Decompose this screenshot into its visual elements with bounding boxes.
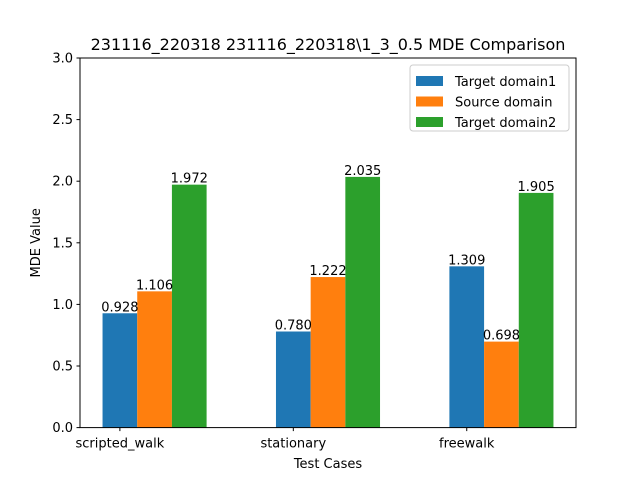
bars-layer	[102, 176, 554, 428]
bar-freewalk-series-1	[484, 341, 519, 428]
bar-stationary-series-0	[275, 331, 311, 428]
bar-freewalk-series-2	[518, 192, 554, 428]
bar-value-label: 1.309	[448, 253, 485, 268]
bar-scripted_walk-series-1	[137, 291, 172, 428]
y-axis-label: MDE Value	[29, 208, 44, 277]
x-tick-label: freewalk	[439, 437, 495, 452]
chart-title: 231116_220318 231116_220318\1_3_0.5 MDE …	[91, 35, 566, 55]
legend: Target domain1 Source domain Target domain…	[409, 64, 570, 132]
y-tick-label: 1.5	[52, 236, 73, 251]
bar-value-label: 0.780	[275, 319, 312, 334]
y-tick-label: 0.5	[52, 360, 73, 375]
x-axis-label: Test Cases	[293, 457, 363, 472]
bar-value-label: 0.698	[483, 329, 520, 344]
y-tick-label: 2.0	[52, 175, 73, 190]
x-tick-label: stationary	[260, 437, 326, 452]
bar-value-label: 1.972	[171, 172, 208, 187]
legend-box	[409, 64, 570, 132]
y-tick-label: 2.5	[52, 113, 73, 128]
bar-stationary-series-1	[310, 277, 346, 428]
legend-swatch	[416, 76, 443, 86]
bar-value-label: 0.928	[101, 300, 138, 315]
bar-value-label: 2.035	[344, 164, 381, 179]
legend-label: Target domain1	[454, 75, 556, 90]
bar-scripted_walk-series-2	[171, 184, 207, 428]
legend-label: Target domain2	[454, 116, 556, 131]
y-tick-label: 1.0	[52, 298, 73, 313]
bar-value-label: 1.222	[309, 264, 346, 279]
bar-scripted_walk-series-0	[102, 313, 138, 428]
y-axis: 0.0 0.5 1.0 1.5 2.0 2.5 3.0	[52, 52, 80, 436]
x-tick-label: scripted_walk	[76, 437, 165, 452]
bar-stationary-series-2	[345, 176, 381, 428]
bar-labels-layer: 0.928 0.780 1.309 1.106 1.222 0.698 1.972 2.035…	[101, 164, 554, 344]
bar-value-label: 1.106	[136, 278, 173, 293]
x-axis: scripted_walk stationary freewalk	[76, 427, 495, 452]
y-tick-label: 0.0	[52, 421, 73, 436]
bar-value-label: 1.905	[518, 180, 555, 195]
legend-swatch	[416, 117, 443, 127]
legend-label: Source domain	[455, 96, 552, 111]
y-tick-label: 3.0	[52, 52, 73, 67]
bar-freewalk-series-0	[449, 266, 485, 428]
legend-swatch	[416, 96, 443, 107]
